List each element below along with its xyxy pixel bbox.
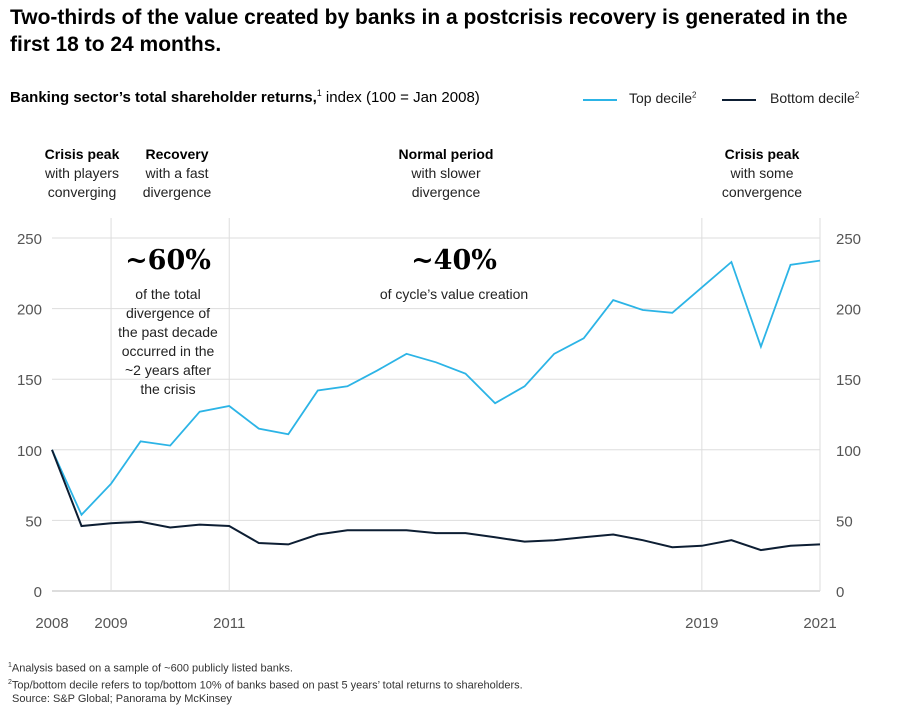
legend-swatch-bottom <box>722 99 756 101</box>
phase-line: with a fast <box>145 165 209 181</box>
annotation-line: divergence of <box>125 305 211 321</box>
phase-line: with players <box>45 165 119 181</box>
legend-sup-top: 2 <box>692 90 697 100</box>
subtitle-main: Banking sector’s total shareholder retur… <box>10 89 317 106</box>
annotation-line: of the total <box>135 286 201 302</box>
x-tick-label: 2008 <box>35 615 68 632</box>
phase-normal-period: Normal period with slower divergence <box>366 145 526 202</box>
annotation-60-percent: ~60% <box>125 245 211 276</box>
phase-crisis-peak-2: Crisis peak with some convergence <box>697 145 827 202</box>
x-tick-label: 2021 <box>803 615 836 632</box>
annotation-line: occurred in the <box>121 343 215 359</box>
annotation-40-percent-text: of cycle’s value creation <box>379 286 529 302</box>
x-tick-label: 2011 <box>213 615 245 632</box>
footnotes: 1Analysis based on a sample of ~600 publ… <box>8 659 523 706</box>
y-tick-label-right: 0 <box>836 584 844 601</box>
y-tick-label-right: 250 <box>836 231 861 248</box>
annotation-line: the past decade <box>118 324 218 340</box>
source-note: Source: S&P Global; Panorama by McKinsey <box>12 693 232 706</box>
y-tick-label-left: 150 <box>17 372 42 389</box>
annotation-line: the crisis <box>140 381 196 397</box>
phase-line: divergence <box>411 184 481 200</box>
legend-sup-bottom: 2 <box>854 90 860 100</box>
y-tick-label-left: 200 <box>17 302 42 319</box>
phase-crisis-peak-1: Crisis peak with players converging <box>22 145 142 202</box>
legend-bottom-decile: Bottom decile2 <box>722 90 859 106</box>
phase-head: Recovery <box>145 146 209 162</box>
legend-label-top: Top decile <box>629 90 693 106</box>
phase-line: with some <box>730 165 794 181</box>
subtitle-index-note: index (100 = Jan 2008) <box>321 89 480 106</box>
y-tick-label-left: 250 <box>17 231 42 248</box>
x-tick-label: 2019 <box>685 615 718 632</box>
annotation-line: ~2 years after <box>125 362 211 378</box>
x-tick-label: 2009 <box>94 615 127 632</box>
annotation-40-percent: ~40% <box>411 245 497 276</box>
y-tick-label-right: 150 <box>836 372 861 389</box>
chart-subtitle: Banking sector’s total shareholder retur… <box>10 88 480 106</box>
y-tick-label-right: 50 <box>836 513 853 530</box>
subtitle-footnote-mark: 1 <box>316 88 322 98</box>
phase-head: Crisis peak <box>724 146 800 162</box>
phase-line: divergence <box>142 184 212 200</box>
phase-line: with slower <box>411 165 481 181</box>
annotation-60-percent-text: of the total divergence of the past deca… <box>98 285 238 399</box>
phase-line: convergence <box>721 184 803 200</box>
legend-label-bottom: Bottom decile <box>770 90 855 106</box>
footnote-1: 1Analysis based on a sample of ~600 publ… <box>8 662 293 675</box>
phase-recovery: Recovery with a fast divergence <box>117 145 237 202</box>
y-tick-label-right: 100 <box>836 443 861 460</box>
series-line-top-decile <box>51 259 821 517</box>
series-line-bottom-decile <box>51 449 821 552</box>
legend-top-decile: Top decile2 <box>583 90 697 106</box>
chart-title: Two-thirds of the value created by banks… <box>10 6 848 56</box>
y-tick-label-right: 200 <box>836 302 861 319</box>
footnote-2: 2Top/bottom decile refers to top/bottom … <box>8 678 523 692</box>
y-tick-label-left: 100 <box>17 443 42 460</box>
phase-head: Normal period <box>398 146 494 162</box>
phase-head: Crisis peak <box>44 146 120 162</box>
legend-swatch-top <box>583 99 617 101</box>
y-tick-label-left: 0 <box>34 584 42 601</box>
phase-line: converging <box>47 184 117 200</box>
y-tick-label-left: 50 <box>25 513 42 530</box>
